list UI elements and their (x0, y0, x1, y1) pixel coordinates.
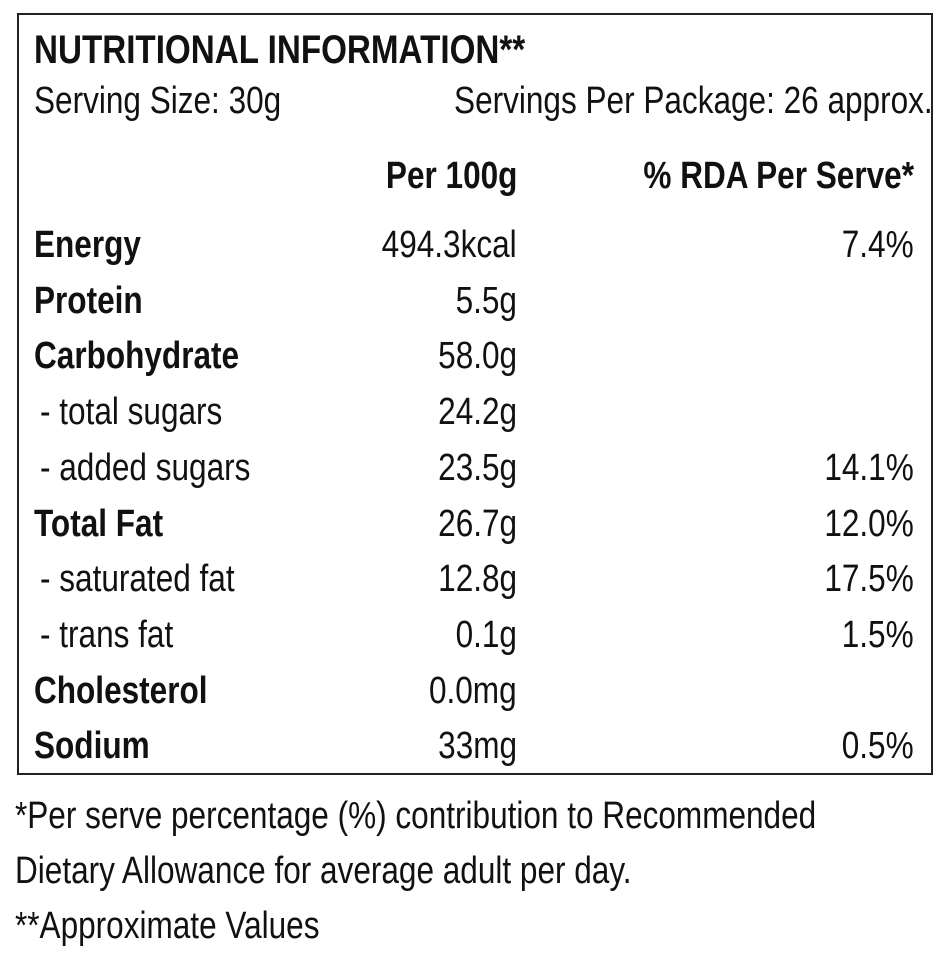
nutrient-label: Total Fat (34, 502, 164, 545)
column-header: % RDA Per Serve* (643, 155, 914, 197)
nutrient-label: Carbohydrate (34, 335, 240, 378)
per-100g-value: 0.1g (455, 613, 517, 656)
per-100g-value: 58.0g (438, 335, 517, 378)
per-100g-value: 33mg (438, 725, 517, 768)
footnote: **Approximate Values (15, 905, 320, 947)
column-header: Per 100g (385, 155, 517, 197)
serving-size: Serving Size: 30g (34, 80, 282, 122)
nutrient-label: Energy (34, 224, 141, 266)
rda-value: 7.4% (842, 224, 914, 266)
footnote: Dietary Allowance for average adult per … (15, 850, 632, 892)
rda-value: 17.5% (824, 558, 914, 601)
per-100g-value: 494.3kcal (381, 224, 517, 266)
footnote: *Per serve percentage (%) contribution t… (15, 795, 817, 837)
nutrient-label: Protein (34, 279, 143, 322)
per-100g-value: 0.0mg (429, 669, 517, 712)
rda-value: 1.5% (842, 613, 914, 656)
per-100g-value: 5.5g (455, 279, 517, 322)
nutrient-label: - saturated fat (40, 558, 235, 601)
per-100g-value: 23.5g (438, 446, 517, 489)
nutrient-label: Cholesterol (34, 669, 208, 712)
servings-per-package: Servings Per Package: 26 approx. (454, 80, 933, 122)
nutrient-label: Sodium (34, 725, 150, 768)
title: NUTRITIONAL INFORMATION** (34, 28, 526, 72)
rda-value: 0.5% (842, 725, 914, 768)
per-100g-value: 26.7g (438, 502, 517, 545)
per-100g-value: 12.8g (438, 558, 517, 601)
nutrient-label: - trans fat (40, 613, 174, 656)
nutrient-label: - total sugars (40, 391, 223, 434)
rda-value: 12.0% (824, 502, 914, 545)
per-100g-value: 24.2g (438, 391, 517, 434)
rda-value: 14.1% (824, 446, 914, 489)
label-border (17, 13, 933, 775)
nutrient-label: - added sugars (40, 446, 251, 489)
